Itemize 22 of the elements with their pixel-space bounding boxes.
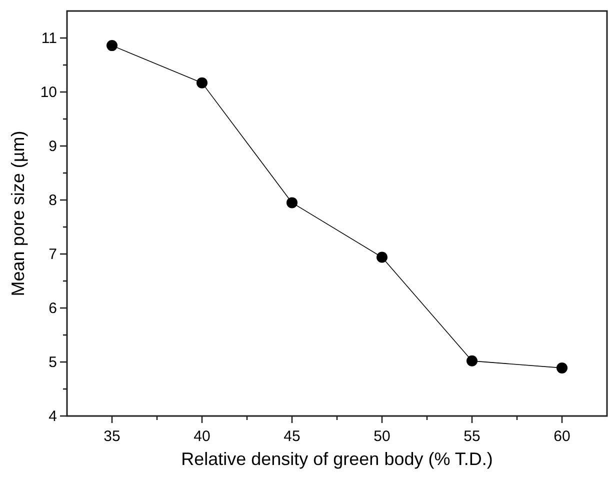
y-tick-label: 6 <box>48 300 57 317</box>
x-tick-label: 55 <box>464 428 480 445</box>
x-tick-label: 50 <box>374 428 390 445</box>
y-axis-title: Mean pore size (µm) <box>8 130 28 296</box>
point <box>556 362 568 374</box>
point <box>286 197 298 208</box>
point <box>376 252 388 263</box>
x-tick-label: 35 <box>104 428 120 445</box>
y-tick-label: 7 <box>48 246 57 263</box>
y-tick-label: 4 <box>48 408 57 425</box>
x-tick-label: 40 <box>194 428 210 445</box>
y-tick-label: 10 <box>40 84 57 101</box>
point <box>466 355 478 366</box>
y-tick-label: 11 <box>41 30 57 47</box>
y-tick-label: 9 <box>48 138 57 155</box>
point <box>106 40 118 52</box>
x-axis-title: Relative density of green body (% T.D.) <box>181 449 493 469</box>
x-tick-label: 45 <box>284 428 300 445</box>
y-tick-label: 8 <box>48 192 57 209</box>
x-tick-label: 60 <box>554 428 570 445</box>
y-tick-label: 5 <box>48 354 57 371</box>
point <box>196 77 208 88</box>
